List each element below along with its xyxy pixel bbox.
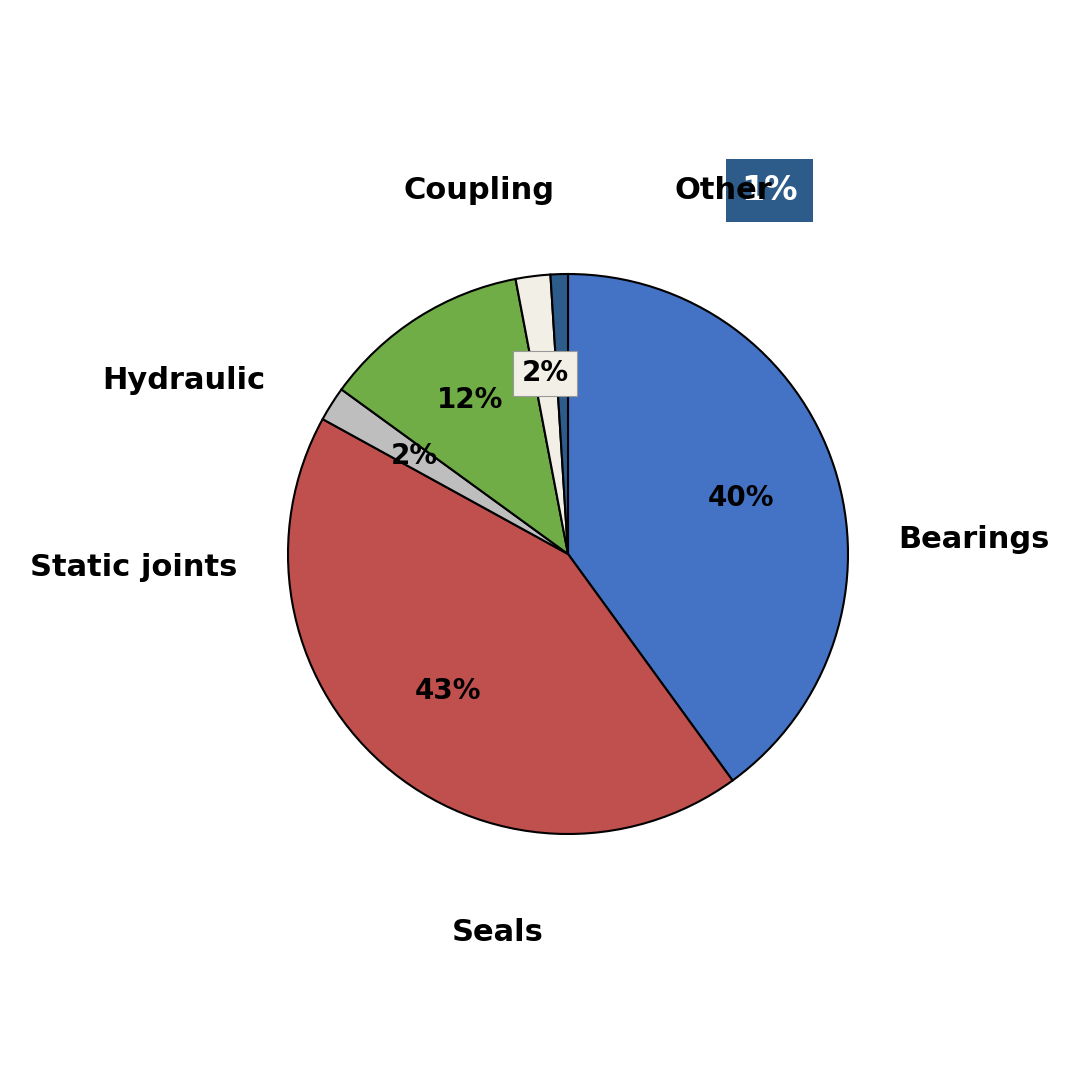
Wedge shape (568, 274, 848, 781)
Text: Other: Other (674, 176, 772, 204)
Text: 43%: 43% (415, 676, 481, 704)
Wedge shape (551, 274, 568, 554)
Text: Bearings: Bearings (899, 526, 1050, 554)
Text: 12%: 12% (437, 387, 503, 415)
Wedge shape (515, 274, 568, 554)
Text: 1%: 1% (741, 174, 798, 206)
Text: 2%: 2% (391, 443, 437, 471)
Text: Static joints: Static joints (30, 553, 238, 582)
Wedge shape (323, 390, 568, 554)
Wedge shape (288, 419, 732, 834)
Text: Coupling: Coupling (403, 176, 554, 204)
Text: 2%: 2% (522, 360, 569, 388)
Wedge shape (341, 279, 568, 554)
Text: Seals: Seals (453, 918, 544, 947)
Text: 40%: 40% (707, 484, 774, 512)
Text: Hydraulic: Hydraulic (103, 366, 266, 395)
